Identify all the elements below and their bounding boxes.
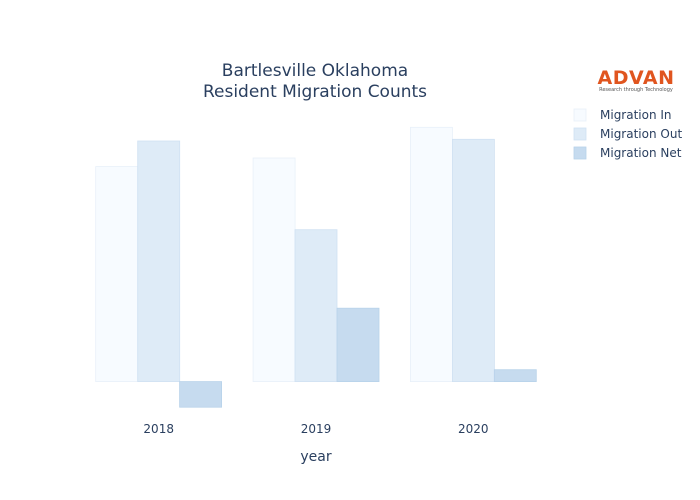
chart-title-line-1: Bartlesville Oklahoma xyxy=(222,61,408,81)
chart-title: Bartlesville Oklahoma Resident Migration… xyxy=(203,61,427,102)
bar-migration-out-2020[interactable] xyxy=(451,138,495,383)
legend-swatch xyxy=(573,146,587,160)
logo-tagline: Research through Technology xyxy=(599,87,673,93)
bar-migration-net-2020[interactable] xyxy=(493,369,537,383)
legend-label: Migration Out xyxy=(600,127,682,141)
bar-migration-out-2018[interactable] xyxy=(137,140,181,383)
x-tick-label: 2018 xyxy=(143,422,174,436)
bar-migration-net-2018[interactable] xyxy=(179,381,223,408)
bar-migration-in-2018[interactable] xyxy=(95,166,139,383)
bar-migration-out-2019[interactable] xyxy=(294,229,338,382)
legend-item-migration-out[interactable]: Migration Out xyxy=(573,127,682,141)
logo-text: ADVAN xyxy=(598,67,675,89)
chart-title-line-2: Resident Migration Counts xyxy=(203,82,427,102)
legend-item-migration-in[interactable]: Migration In xyxy=(573,108,672,122)
legend-label: Migration Net xyxy=(600,146,682,160)
x-axis-title: year xyxy=(300,449,331,465)
x-tick-label: 2019 xyxy=(301,422,332,436)
bar-migration-net-2019[interactable] xyxy=(336,307,380,383)
legend[interactable]: Migration In Migration Out Migration Net xyxy=(573,108,682,160)
legend-item-migration-net[interactable]: Migration Net xyxy=(573,146,682,160)
logo: ADVAN Research through Technology xyxy=(598,67,675,93)
x-axis-ticks: 2018 2019 2020 xyxy=(143,422,488,436)
x-tick-label: 2020 xyxy=(458,422,489,436)
legend-swatch xyxy=(573,108,587,122)
legend-swatch xyxy=(573,127,587,141)
bar-migration-in-2019[interactable] xyxy=(252,157,296,383)
legend-label: Migration In xyxy=(600,108,672,122)
bar-migration-in-2020[interactable] xyxy=(409,126,453,383)
bars-layer xyxy=(95,126,537,408)
